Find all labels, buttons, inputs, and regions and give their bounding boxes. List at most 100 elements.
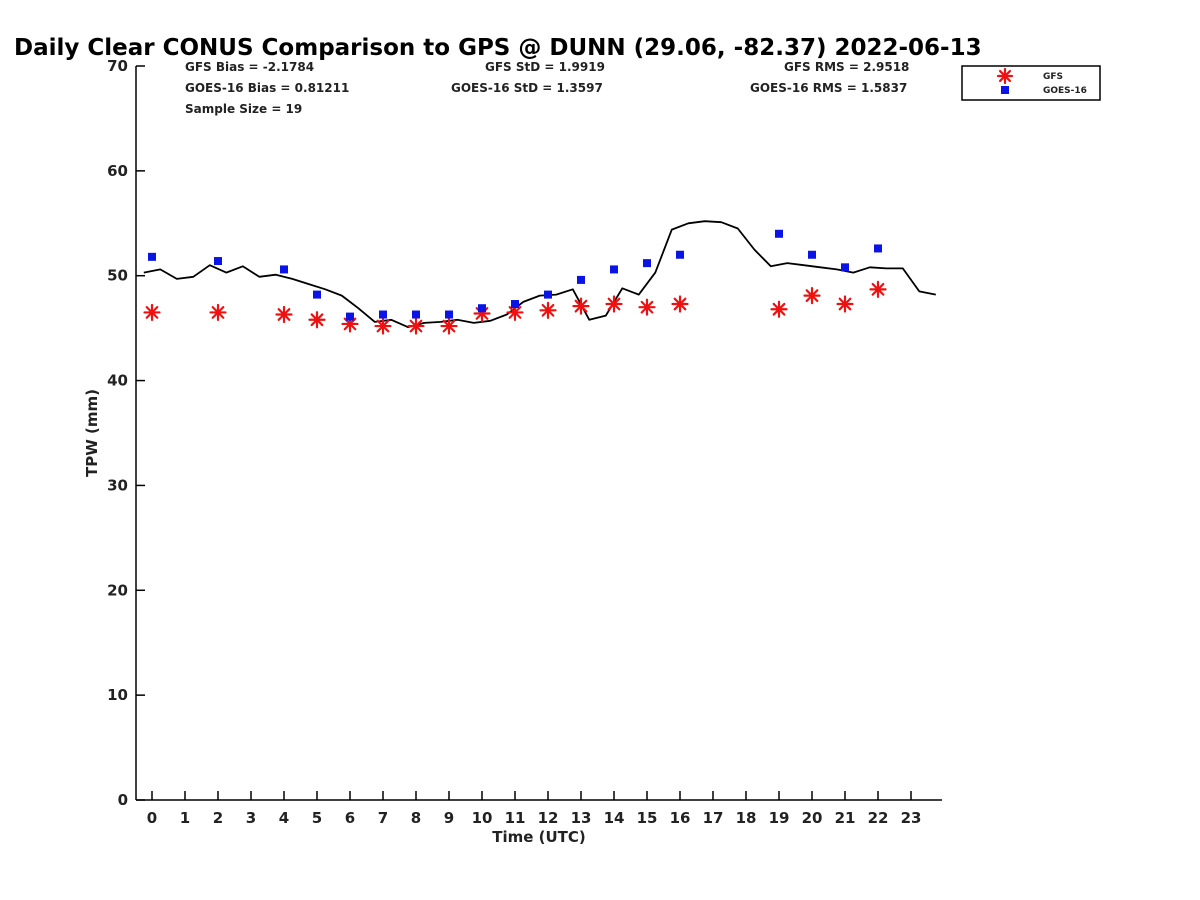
sample-size-stat: Sample Size = 19: [185, 102, 302, 116]
legend-goes-marker: [1001, 86, 1009, 94]
gfs-point: [308, 311, 326, 329]
y-tick-label: 40: [107, 372, 128, 390]
asterisk-stroke: [409, 319, 423, 333]
asterisk-stroke: [541, 303, 555, 317]
legend-goes-label: GOES-16: [1043, 86, 1087, 96]
asterisk-stroke: [871, 282, 885, 296]
asterisk-stroke: [772, 302, 786, 316]
x-tick-label: 0: [147, 809, 157, 827]
goes-point: [478, 304, 486, 313]
y-tick-label: 0: [118, 791, 128, 809]
chart-title: Daily Clear CONUS Comparison to GPS @ DU…: [14, 35, 982, 61]
marker-layer: [143, 229, 887, 335]
asterisk-stroke: [145, 306, 159, 319]
x-axis-label: Time (UTC): [492, 828, 586, 846]
gfs-point: [407, 317, 425, 335]
gfs-point: [143, 303, 161, 322]
x-tick-label: 4: [279, 809, 289, 827]
gfs-point: [539, 301, 557, 319]
x-tick-label: 15: [637, 809, 658, 827]
x-tick-label: 1: [180, 809, 190, 827]
goes-std-stat: GOES-16 StD = 1.3597: [451, 81, 603, 95]
y-tick-label: 60: [107, 162, 128, 180]
goes-point: [577, 275, 585, 284]
gfs-point: [638, 298, 656, 316]
gfs-point: [209, 303, 227, 322]
goes-point: [676, 250, 684, 259]
goes-point: [280, 265, 288, 274]
asterisk-stroke: [277, 308, 291, 321]
gfs-point: [440, 317, 458, 335]
x-tick-label: 12: [538, 809, 559, 827]
gfs-point: [374, 317, 392, 335]
asterisk-stroke: [805, 289, 819, 303]
asterisk-stroke: [838, 297, 852, 311]
gfs-point: [803, 287, 821, 305]
x-tick-label: 3: [246, 809, 256, 827]
line-layer: [143, 220, 936, 329]
goes-point: [808, 250, 816, 259]
legend-gfs-label: GFS: [1043, 72, 1063, 82]
goes-point: [412, 310, 420, 319]
asterisk-stroke: [998, 69, 1012, 83]
asterisk-stroke: [442, 319, 456, 333]
gfs-rms-stat: GFS RMS = 2.9518: [784, 60, 909, 74]
asterisk-stroke: [574, 299, 588, 313]
y-tick-label: 20: [107, 581, 128, 599]
gfs-point: [572, 297, 590, 315]
goes-bias-stat: GOES-16 Bias = 0.81211: [185, 81, 349, 95]
goes-point: [643, 259, 651, 268]
asterisk-stroke: [376, 319, 390, 333]
y-tick-label: 30: [107, 476, 128, 494]
y-axis-label: TPW (mm): [83, 389, 101, 477]
goes-point: [874, 244, 882, 253]
x-tick-label: 22: [868, 809, 889, 827]
stats-block: GFS Bias = -2.1784 GFS StD = 1.9919 GFS …: [185, 60, 909, 116]
x-tick-label: 7: [378, 809, 388, 827]
asterisk-stroke: [211, 306, 225, 319]
gfs-bias-stat: GFS Bias = -2.1784: [185, 60, 314, 74]
goes-point: [841, 263, 849, 272]
gfs-point: [671, 295, 689, 313]
goes-point: [544, 290, 552, 299]
x-tick-label: 21: [835, 809, 856, 827]
gfs-point: [770, 300, 788, 318]
legend-gfs-marker: [996, 67, 1014, 85]
y-tick-label: 50: [107, 267, 128, 285]
x-tick-label: 20: [802, 809, 823, 827]
gfs-point: [869, 280, 887, 298]
goes-point: [511, 300, 519, 309]
goes-rms-stat: GOES-16 RMS = 1.5837: [750, 81, 907, 95]
x-tick-label: 23: [901, 809, 922, 827]
goes-point: [379, 310, 387, 319]
goes-point: [610, 265, 618, 274]
x-tick-label: 5: [312, 809, 322, 827]
goes-point: [445, 310, 453, 319]
goes-point: [148, 252, 156, 261]
y-tick-label: 10: [107, 686, 128, 704]
x-tick-label: 13: [571, 809, 592, 827]
x-tick-label: 8: [411, 809, 421, 827]
asterisk-stroke: [673, 297, 687, 311]
asterisk-stroke: [640, 300, 654, 314]
x-tick-label: 17: [703, 809, 724, 827]
asterisk-stroke: [607, 297, 621, 311]
gfs-std-stat: GFS StD = 1.9919: [485, 60, 605, 74]
gfs-point: [605, 295, 623, 313]
x-tick-label: 6: [345, 809, 355, 827]
asterisk-stroke: [310, 313, 324, 327]
legend-gfs-asterisk: [996, 67, 1014, 85]
gps-line: [143, 220, 936, 329]
x-tick-label: 9: [444, 809, 454, 827]
goes-point: [775, 229, 783, 238]
x-tick-label: 16: [670, 809, 691, 827]
goes-point: [313, 290, 321, 299]
goes-point: [346, 312, 354, 321]
asterisk-stroke: [508, 306, 522, 319]
y-tick-label: 70: [107, 57, 128, 75]
x-tick-label: 14: [604, 809, 625, 827]
gfs-point: [836, 295, 854, 313]
x-tick-label: 2: [213, 809, 223, 827]
